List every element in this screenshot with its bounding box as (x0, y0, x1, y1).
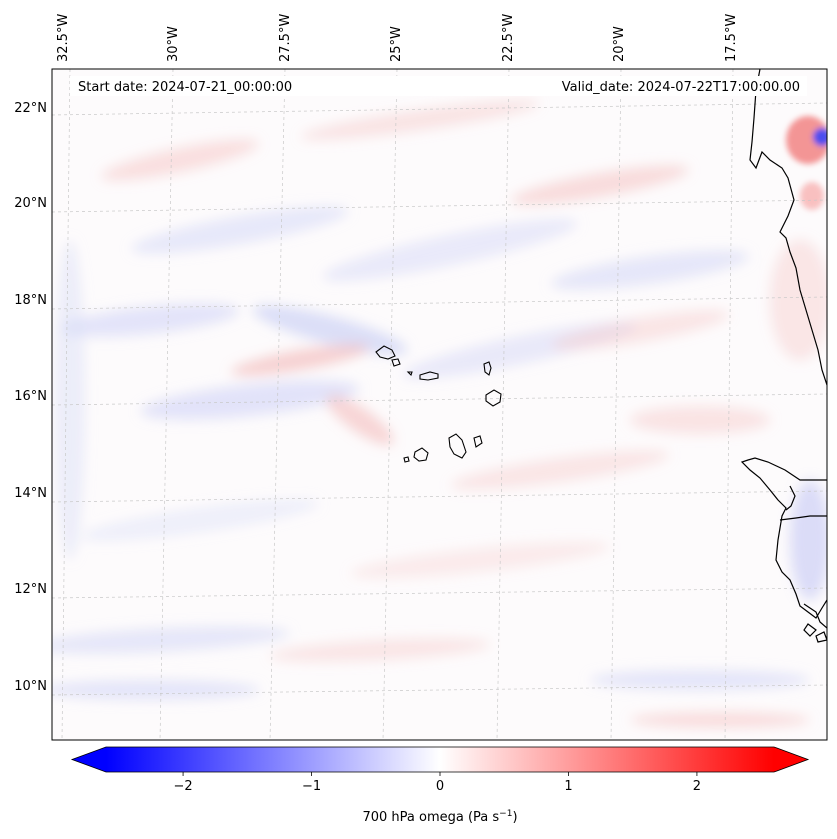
santa-luzia (406, 371, 413, 377)
boa-vista (485, 389, 502, 407)
maio (473, 435, 483, 448)
colorbar-outline (70, 746, 810, 773)
colorbar-tick-label: −1 (302, 779, 321, 794)
lat-label-16n: 16°N (14, 389, 47, 404)
lat-label-22n: 22°N (14, 101, 47, 116)
lon-label-27-5w: 27.5°W (278, 14, 293, 62)
lon-label-32-5w: 32.5°W (56, 14, 71, 62)
colorbar-gradient (106, 747, 774, 772)
colorbar-tick-label: 0 (436, 779, 444, 794)
omega-field (52, 100, 827, 728)
colorbar-high-extend (774, 747, 808, 772)
fogo (413, 447, 429, 462)
lon-label-30w: 30°W (166, 26, 181, 62)
lon-label-20w: 20°W (612, 26, 627, 62)
sao-vicente (391, 358, 401, 367)
lon-label-17-5w: 17.5°W (724, 14, 739, 62)
lat-label-12n: 12°N (14, 582, 47, 597)
map-panel: Start date: 2024-07-21_00:00:00 Valid_da… (51, 68, 828, 741)
colorbar-tick-label: 2 (693, 779, 701, 794)
colorbar-tick-label: −2 (173, 779, 192, 794)
sal (483, 361, 492, 376)
valid-date-label: Valid_date: 2024-07-22T17:00:00.00 (562, 80, 800, 95)
lon-label-22-5w: 22.5°W (501, 14, 516, 62)
brava (403, 456, 410, 463)
colorbar-ticks: −2 −1 0 1 2 (173, 772, 701, 794)
lon-label-25w: 25°W (389, 26, 404, 62)
longitude-labels: 32.5°W 30°W 27.5°W 25°W 22.5°W 20°W 17.5… (56, 14, 739, 62)
lat-label-14n: 14°N (14, 486, 47, 501)
coastlines (740, 69, 827, 643)
africa-coastline (740, 69, 827, 619)
cap-vert (785, 485, 796, 511)
omega-patches (52, 100, 827, 728)
bissagos-islands (803, 603, 827, 643)
sao-nicolau (419, 371, 439, 381)
graticule (52, 69, 827, 740)
map-frame (51, 68, 828, 741)
gambia-coast (779, 515, 827, 521)
date-banner (70, 76, 807, 96)
omega-dipole (786, 116, 827, 210)
colorbar-low-extend (72, 747, 106, 772)
cape-verde-islands (375, 345, 502, 463)
colorbar-label: 700 hPa omega (Pa s−1) (362, 809, 517, 825)
latitude-labels: 22°N 20°N 18°N 16°N 14°N 12°N 10°N (14, 101, 47, 694)
lat-label-18n: 18°N (14, 293, 47, 308)
start-date-label: Start date: 2024-07-21_00:00:00 (78, 80, 292, 95)
lat-label-10n: 10°N (14, 679, 47, 694)
colorbar: −2 −1 0 1 2 700 hPa omega (Pa s−1) (70, 746, 810, 825)
lat-label-20n: 20°N (14, 196, 47, 211)
santo-antao (375, 345, 396, 360)
colorbar-tick-label: 1 (564, 779, 572, 794)
santiago (448, 433, 467, 459)
